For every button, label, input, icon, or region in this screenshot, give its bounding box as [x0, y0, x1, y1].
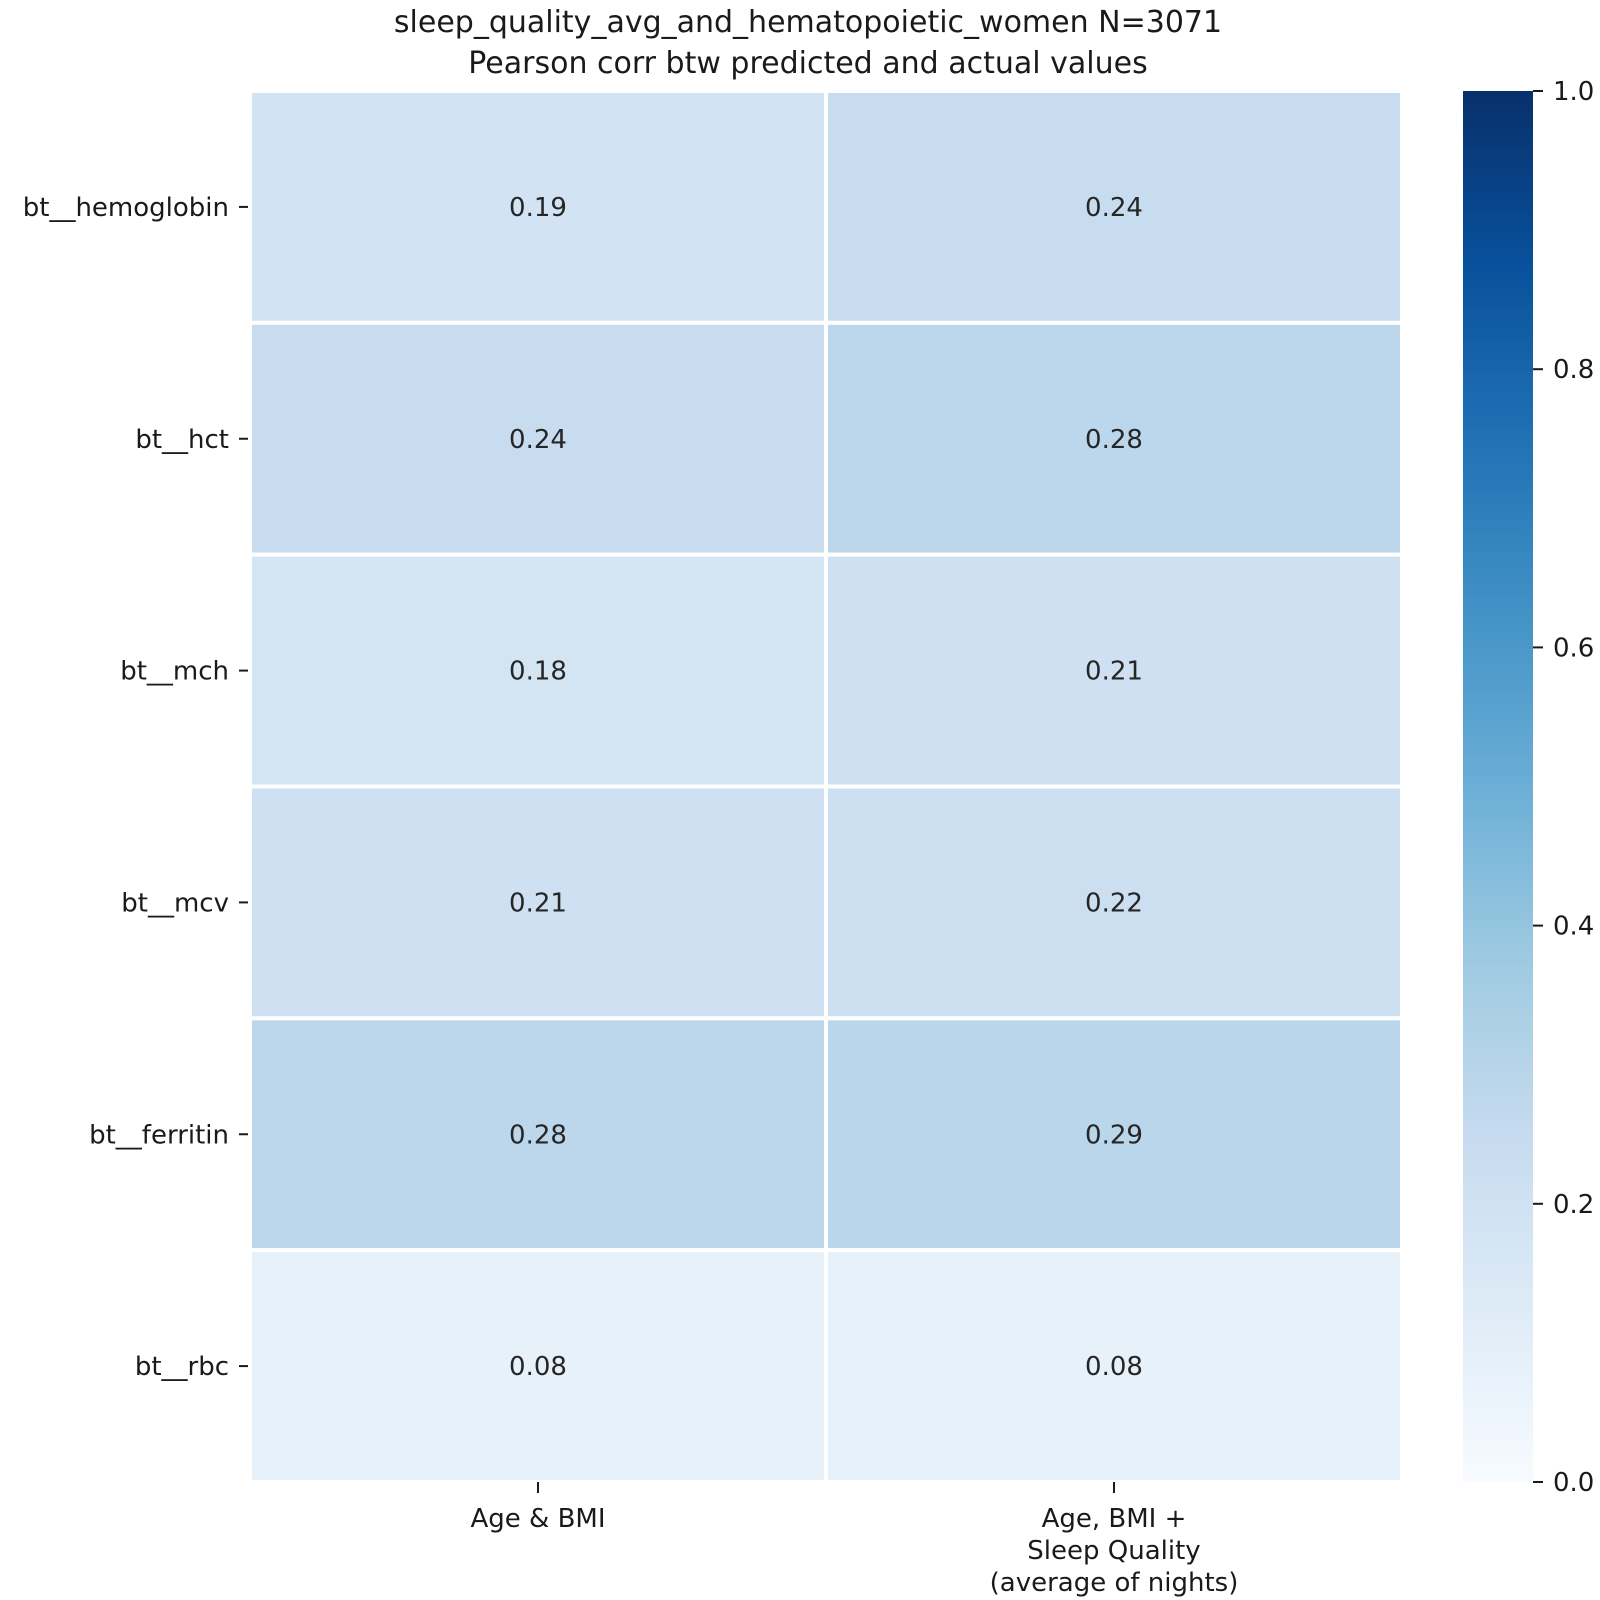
- colorbar-tick-label: 1.0: [1553, 77, 1594, 107]
- colorbar-ticks: 0.0 0.2 0.4 0.6 0.8 1.0: [1533, 77, 1594, 1498]
- cell-value-label: 0.19: [509, 193, 567, 223]
- x-tick-label: Age & BMI: [470, 1504, 605, 1534]
- heatmap-cell: [824, 1248, 1404, 1484]
- y-tick-label: bt__hct: [135, 425, 229, 455]
- chart-title: sleep_quality_avg_and_hematopoietic_wome…: [394, 5, 1222, 40]
- colorbar-tick-label: 0.6: [1553, 633, 1594, 663]
- heatmap-cell: [824, 1016, 1404, 1253]
- y-tick-label: bt__rbc: [135, 1352, 229, 1382]
- column-labels: Age & BMI Age, BMI + Sleep Quality (average…: [470, 1482, 1238, 1598]
- chart-subtitle: Pearson corr btw predicted and actual va…: [468, 46, 1147, 81]
- colorbar-tick-label: 0.4: [1553, 912, 1594, 942]
- heatmap-cell: [824, 784, 1404, 1021]
- heatmap-cell: [824, 552, 1404, 789]
- cell-value-label: 0.21: [509, 888, 567, 918]
- row-labels: bt__hemoglobin bt__hct bt__mch bt__mcv bt__f…: [23, 193, 248, 1382]
- heatmap-cell: [248, 320, 828, 557]
- cell-value-label: 0.28: [1085, 425, 1143, 455]
- heatmap-cells: 0.19 0.24 0.24 0.28 0.18 0.21 0.21 0.22 0.28 0.29…: [248, 89, 1404, 1484]
- colorbar-tick-label: 0.0: [1553, 1468, 1594, 1498]
- cell-value-label: 0.24: [1085, 193, 1143, 223]
- cell-value-label: 0.29: [1085, 1120, 1143, 1150]
- colorbar: [1463, 91, 1533, 1482]
- colorbar-tick-label: 0.8: [1553, 355, 1594, 385]
- heatmap-cell: [824, 320, 1404, 557]
- cell-value-label: 0.08: [509, 1352, 567, 1382]
- colorbar-tick-label: 0.2: [1553, 1190, 1594, 1220]
- y-tick-label: bt__mch: [120, 657, 229, 687]
- cell-value-label: 0.24: [509, 425, 567, 455]
- y-tick-label: bt__ferritin: [89, 1120, 229, 1150]
- cell-value-label: 0.08: [1085, 1352, 1143, 1382]
- y-tick-label: bt__hemoglobin: [23, 193, 229, 223]
- cell-value-label: 0.18: [509, 657, 567, 687]
- heatmap-cell: [824, 89, 1404, 325]
- y-tick-label: bt__mcv: [121, 888, 229, 918]
- x-tick-label: Age, BMI + Sleep Quality (average of night…: [990, 1504, 1239, 1598]
- cell-value-label: 0.28: [509, 1120, 567, 1150]
- heatmap-cell: [248, 552, 828, 789]
- cell-value-label: 0.22: [1085, 888, 1143, 918]
- cell-value-label: 0.21: [1085, 657, 1143, 687]
- heatmap-cell: [248, 89, 828, 325]
